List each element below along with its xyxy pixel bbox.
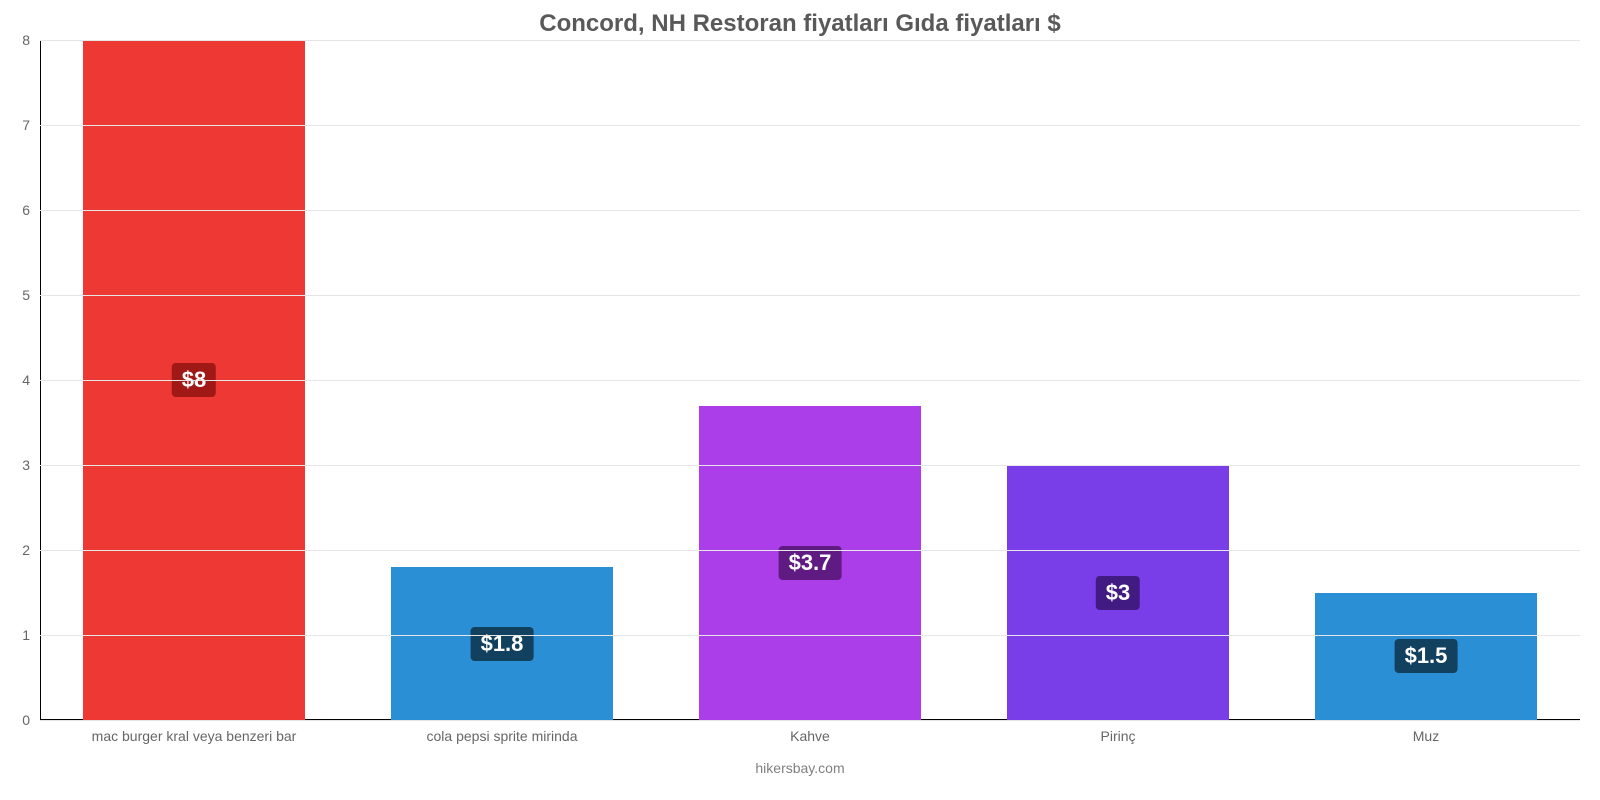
x-tick-label: Pirinç	[1100, 728, 1135, 744]
gridline	[40, 40, 1580, 41]
y-tick-label: 5	[0, 287, 30, 303]
x-tick-label: Muz	[1413, 728, 1439, 744]
x-tick-label: cola pepsi sprite mirinda	[427, 728, 578, 744]
gridline	[40, 210, 1580, 211]
price-bar-chart: Concord, NH Restoran fiyatları Gıda fiya…	[0, 0, 1600, 800]
chart-credit: hikersbay.com	[755, 760, 844, 776]
plot-area: $8$1.8$3.7$3$1.5	[40, 40, 1580, 720]
x-tick-label: Kahve	[790, 728, 830, 744]
value-badge: $3	[1096, 576, 1140, 610]
chart-title: Concord, NH Restoran fiyatları Gıda fiya…	[0, 0, 1600, 38]
gridline	[40, 550, 1580, 551]
x-tick-label: mac burger kral veya benzeri bar	[92, 728, 297, 744]
gridline	[40, 380, 1580, 381]
y-tick-label: 3	[0, 457, 30, 473]
y-tick-label: 0	[0, 712, 30, 728]
y-tick-label: 8	[0, 32, 30, 48]
value-badge: $1.8	[471, 627, 534, 661]
gridline	[40, 720, 1580, 721]
y-tick-label: 6	[0, 202, 30, 218]
gridline	[40, 125, 1580, 126]
y-tick-label: 1	[0, 627, 30, 643]
gridline	[40, 465, 1580, 466]
y-tick-label: 2	[0, 542, 30, 558]
gridline	[40, 295, 1580, 296]
gridline	[40, 635, 1580, 636]
y-tick-label: 4	[0, 372, 30, 388]
value-badge: $1.5	[1395, 639, 1458, 673]
y-tick-label: 7	[0, 117, 30, 133]
